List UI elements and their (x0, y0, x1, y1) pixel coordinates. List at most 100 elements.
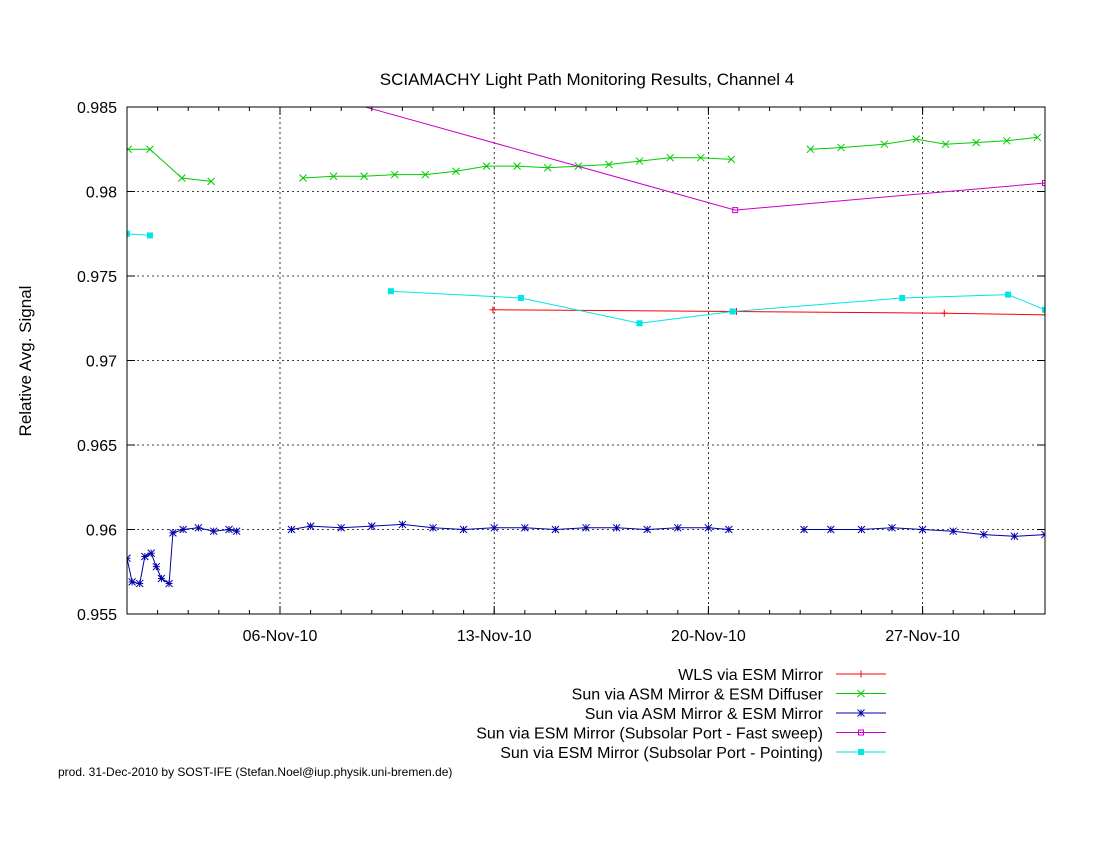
series-sun-via-esm-mirror-subsolar-port-fast-sweep- (332, 96, 1045, 214)
data-point (940, 309, 948, 317)
data-point (837, 143, 845, 152)
data-point (949, 527, 958, 536)
data-point (332, 96, 337, 101)
y-tick-label: 0.98 (86, 185, 117, 202)
footer-credit: prod. 31-Dec-2010 by SOST-IFE (Stefan.No… (58, 765, 452, 779)
data-point (635, 157, 644, 165)
data-point (727, 155, 736, 164)
data-point (207, 177, 216, 186)
data-point (1005, 291, 1012, 298)
data-point (520, 523, 529, 532)
data-point (888, 523, 896, 532)
data-point (1042, 306, 1045, 313)
data-point (152, 562, 161, 571)
data-point (857, 709, 865, 717)
y-tick-label: 0.955 (77, 607, 117, 624)
data-point (517, 294, 524, 301)
series-line (363, 107, 1045, 211)
data-point (858, 749, 864, 755)
data-point (459, 525, 468, 534)
data-point (398, 520, 407, 529)
data-point (421, 170, 430, 179)
data-point (165, 579, 173, 588)
chart-title: SCIAMACHY Light Path Monitoring Results,… (380, 70, 795, 89)
data-point (299, 174, 307, 182)
data-point (179, 525, 187, 534)
data-point (800, 525, 808, 534)
data-point (880, 140, 889, 149)
data-point (1041, 530, 1045, 539)
legend: WLS via ESM Mirror Sun via ASM Mirror & E… (476, 667, 886, 762)
data-point (209, 527, 218, 536)
data-point (612, 523, 621, 532)
data-point (429, 523, 437, 532)
data-point (857, 525, 866, 534)
data-point (360, 172, 369, 181)
series-line (127, 233, 150, 236)
data-point (941, 140, 950, 149)
x-tick-label: 27-Nov-10 (885, 628, 960, 645)
data-point (146, 232, 153, 239)
legend-label: Sun via ASM Mirror & ESM Diffuser (572, 687, 824, 704)
data-point (387, 288, 394, 295)
data-point (582, 523, 590, 532)
data-point (1041, 311, 1045, 319)
data-point (605, 160, 613, 169)
data-point (826, 525, 835, 534)
data-point (643, 525, 652, 534)
data-point (972, 138, 981, 147)
data-point (135, 579, 144, 588)
series-line (390, 290, 1045, 324)
data-point (551, 525, 560, 534)
series-sun-via-asm-mirror-esm-diffuser (127, 133, 1042, 186)
data-point (140, 552, 149, 561)
x-tick-label: 20-Nov-10 (671, 628, 746, 645)
data-point (666, 153, 675, 162)
data-point (806, 145, 815, 154)
data-point (513, 162, 522, 171)
x-tick-label: 06-Nov-10 (243, 628, 318, 645)
series-line (128, 148, 212, 182)
data-point (1042, 180, 1045, 187)
series-line (810, 136, 1038, 150)
data-point (146, 145, 154, 154)
data-point (157, 574, 166, 583)
data-point (194, 523, 203, 532)
data-point (729, 308, 736, 315)
legend-label: Sun via ESM Mirror (Subsolar Port - Poin… (500, 745, 823, 762)
data-point (232, 527, 241, 536)
grid (127, 107, 1045, 614)
series-line (291, 523, 729, 531)
ticks: 0.955 0.96 0.965 0.97 0.975 0.98 0.985 06-Nov-1… (77, 100, 1045, 645)
series-sun-via-esm-mirror-subsolar-port-pointing- (127, 230, 1045, 327)
data-point (306, 522, 315, 530)
data-point (329, 172, 338, 181)
data-point (696, 153, 705, 162)
data-point (918, 525, 927, 534)
data-point (1010, 532, 1019, 541)
series-sun-via-asm-mirror-esm-mirror (127, 520, 1045, 588)
y-tick-label: 0.985 (77, 100, 117, 117)
data-point (724, 525, 733, 534)
data-point (390, 170, 399, 179)
data-point (1002, 136, 1011, 145)
legend-label: Sun via ASM Mirror & ESM Mirror (585, 706, 824, 723)
data-point (147, 549, 156, 558)
data-point (858, 729, 864, 736)
data-point (857, 670, 865, 678)
y-tick-label: 0.96 (86, 523, 117, 540)
data-point (732, 207, 739, 214)
legend-label: Sun via ESM Mirror (Subsolar Port - Fast… (476, 726, 823, 743)
data-point (857, 689, 865, 698)
data-point (1033, 133, 1042, 142)
y-axis-label: Relative Avg. Signal (16, 286, 35, 437)
data-point (673, 523, 682, 532)
y-tick-label: 0.965 (77, 438, 117, 455)
data-point (169, 529, 177, 537)
data-point (899, 294, 906, 301)
series-line (492, 309, 1045, 316)
series-line (127, 527, 237, 585)
y-tick-label: 0.975 (77, 269, 117, 286)
data-point (127, 554, 131, 563)
